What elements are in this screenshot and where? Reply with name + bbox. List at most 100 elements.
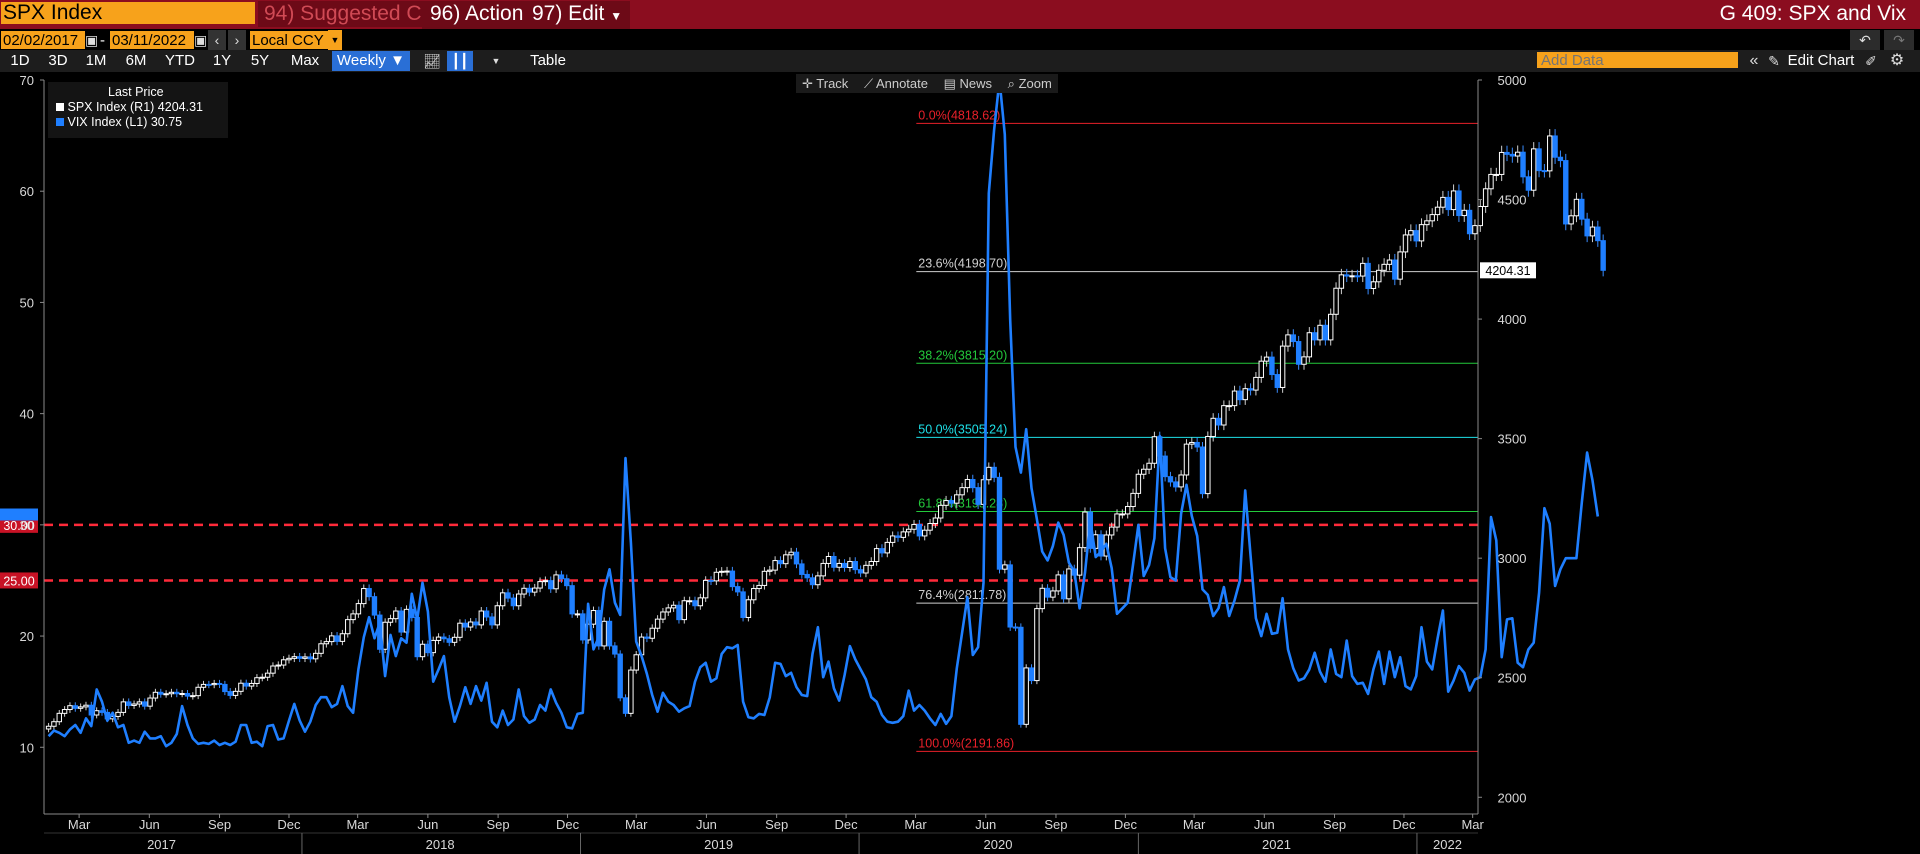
gear-icon[interactable]: ⚙	[1889, 52, 1905, 69]
draw-icon[interactable]: ✐	[1865, 53, 1877, 69]
period-ytd-button[interactable]: YTD	[165, 52, 195, 69]
right-tick-label: 3000	[1498, 551, 1527, 566]
track-tool[interactable]: ✛ Track	[802, 76, 849, 91]
spx-candle	[1226, 405, 1232, 408]
spx-candle	[986, 466, 992, 481]
spx-candle	[419, 643, 426, 658]
spx-candle	[77, 706, 84, 709]
spx-candle	[745, 599, 752, 618]
chevron-down-icon[interactable]: ▼	[328, 30, 342, 50]
spx-candle	[350, 613, 356, 621]
period-1m-button[interactable]: 1M	[85, 52, 107, 69]
spx-candle	[873, 548, 880, 563]
spx-candle	[1269, 356, 1275, 376]
spx-candle	[740, 591, 746, 618]
frequency-select[interactable]: Weekly ▼	[332, 51, 410, 71]
spx-candle	[649, 627, 655, 639]
spx-candle	[1183, 443, 1190, 476]
prev-period-button[interactable]: ‹	[208, 30, 226, 50]
spx-candle	[158, 691, 164, 695]
spx-candle	[617, 653, 623, 699]
edit-menu[interactable]: 97) Edit ▼	[524, 1, 631, 29]
start-date-input[interactable]: 02/02/2017	[1, 31, 85, 49]
spx-candle	[1108, 526, 1115, 536]
calendar-icon[interactable]: ▣	[85, 32, 99, 48]
spx-candle	[654, 618, 661, 629]
spx-candle	[168, 691, 175, 695]
spx-candle	[665, 607, 671, 613]
spx-candle	[1151, 436, 1158, 464]
zoom-tool[interactable]: ⌕ Zoom	[1007, 76, 1052, 91]
spx-candle	[1311, 332, 1318, 341]
spx-candle	[938, 504, 944, 519]
left-tick-label: 60	[20, 184, 34, 199]
spx-candle	[1547, 135, 1553, 172]
redo-icon[interactable]: ↷	[1884, 30, 1914, 50]
spx-candle	[1173, 481, 1179, 488]
spx-candle	[670, 604, 677, 609]
spx-candle	[483, 610, 490, 618]
spx-candle	[190, 695, 196, 698]
calendar-icon[interactable]: ▣	[194, 32, 208, 48]
track-label: Track	[816, 76, 849, 91]
spx-candle	[72, 705, 78, 709]
period-3d-button[interactable]: 3D	[48, 52, 68, 69]
spx-candle	[1386, 259, 1393, 265]
spx-candle	[270, 665, 276, 674]
spx-candle	[163, 693, 169, 696]
spx-candle	[777, 560, 784, 565]
annotate-tool[interactable]: ⟋ Annotate	[863, 76, 928, 91]
pencil-icon[interactable]: ✎	[1768, 53, 1780, 69]
spx-candle	[1402, 234, 1409, 253]
table-button[interactable]: Table	[530, 52, 566, 69]
period-5y-button[interactable]: 5Y	[250, 52, 270, 69]
spx-candle	[612, 645, 618, 655]
right-tick-label: 5000	[1498, 73, 1527, 88]
period-1y-button[interactable]: 1Y	[212, 52, 232, 69]
spx-candle	[1066, 568, 1072, 600]
collapse-icon[interactable]: «	[1749, 52, 1759, 69]
news-tool[interactable]: ▤ News	[943, 76, 993, 91]
chart[interactable]: 0.0%(4818.62) 23.6%(4198.70) 38.2%(3815.20…	[0, 72, 1920, 854]
spx-candle	[1493, 173, 1500, 176]
spx-candle	[478, 610, 484, 626]
spx-candle	[83, 704, 89, 708]
x-tick-label: Mar	[346, 817, 369, 832]
period-1d-button[interactable]: 1D	[10, 52, 30, 69]
spx-candle	[302, 656, 308, 659]
period-max-button[interactable]: Max	[290, 52, 320, 69]
add-data-input[interactable]	[1537, 52, 1738, 68]
right-tick-label: 4500	[1498, 193, 1527, 208]
spx-candle	[1589, 226, 1596, 237]
ticker-input[interactable]: SPX Index	[1, 2, 255, 24]
line-chart-icon[interactable]: 📈︎	[423, 53, 441, 69]
spx-candle	[238, 682, 244, 692]
next-period-button[interactable]: ›	[228, 30, 246, 50]
spx-candle	[1125, 506, 1131, 515]
spx-candle	[435, 636, 442, 641]
year-label: 2020	[984, 837, 1013, 852]
spx-candle	[339, 633, 346, 642]
edit-chart-button[interactable]: Edit Chart	[1787, 52, 1855, 69]
spx-candle	[991, 466, 997, 478]
spx-candle	[1466, 209, 1473, 235]
spx-candle	[1162, 455, 1168, 478]
chevron-down-icon[interactable]: ▼	[491, 56, 501, 66]
spx-candle	[756, 584, 762, 590]
spx-candle	[606, 620, 613, 647]
spx-candle	[900, 531, 907, 538]
spx-candle	[1119, 513, 1126, 516]
spx-candle	[462, 622, 468, 628]
spx-candle	[751, 588, 757, 601]
x-tick-label: Jun	[417, 817, 438, 832]
spx-candle	[1450, 190, 1457, 211]
undo-icon[interactable]: ↶	[1850, 30, 1880, 50]
period-6m-button[interactable]: 6M	[125, 52, 147, 69]
end-date-input[interactable]: 03/11/2022	[110, 31, 194, 49]
candlestick-icon[interactable]: ┃┃	[447, 51, 473, 71]
legend-label-spx: SPX Index (R1) 4204.31	[67, 100, 203, 114]
spx-candle	[633, 654, 639, 671]
fib-label: 100.0%(2191.86)	[918, 736, 1014, 750]
spx-candle	[1194, 441, 1200, 448]
currency-select[interactable]: Local CCY	[250, 31, 330, 49]
